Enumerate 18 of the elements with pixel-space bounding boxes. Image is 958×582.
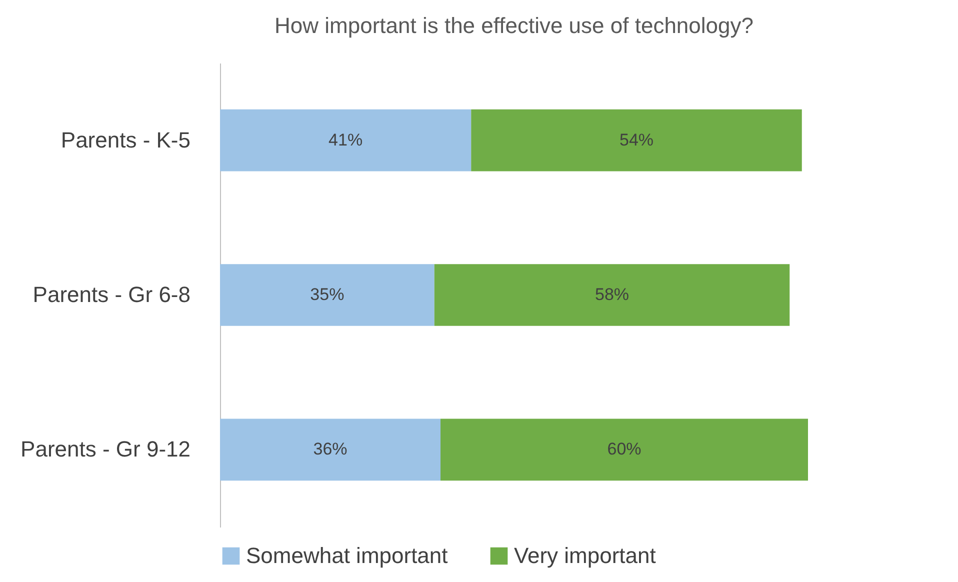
legend-label: Very important (514, 543, 656, 568)
data-label: 41% (328, 130, 363, 150)
y-tick-label: Parents - K-5 (60, 127, 190, 152)
y-tick-label: Parents - Gr 9-12 (20, 436, 190, 462)
bar (220, 264, 434, 326)
data-label: 58% (594, 285, 630, 304)
bar (434, 264, 790, 326)
legend-label: Somewhat important (246, 543, 448, 568)
bar (220, 418, 440, 481)
chart-title: How important is the effective use of technology? (274, 13, 754, 38)
data-label: 60% (607, 440, 642, 459)
bar (220, 109, 472, 172)
bar (471, 109, 802, 172)
data-label: 36% (313, 440, 348, 459)
data-label: 54% (619, 130, 654, 150)
data-label: 35% (310, 285, 344, 304)
y-tick-label: Parents - Gr 6-8 (32, 282, 190, 307)
bar (440, 418, 808, 481)
